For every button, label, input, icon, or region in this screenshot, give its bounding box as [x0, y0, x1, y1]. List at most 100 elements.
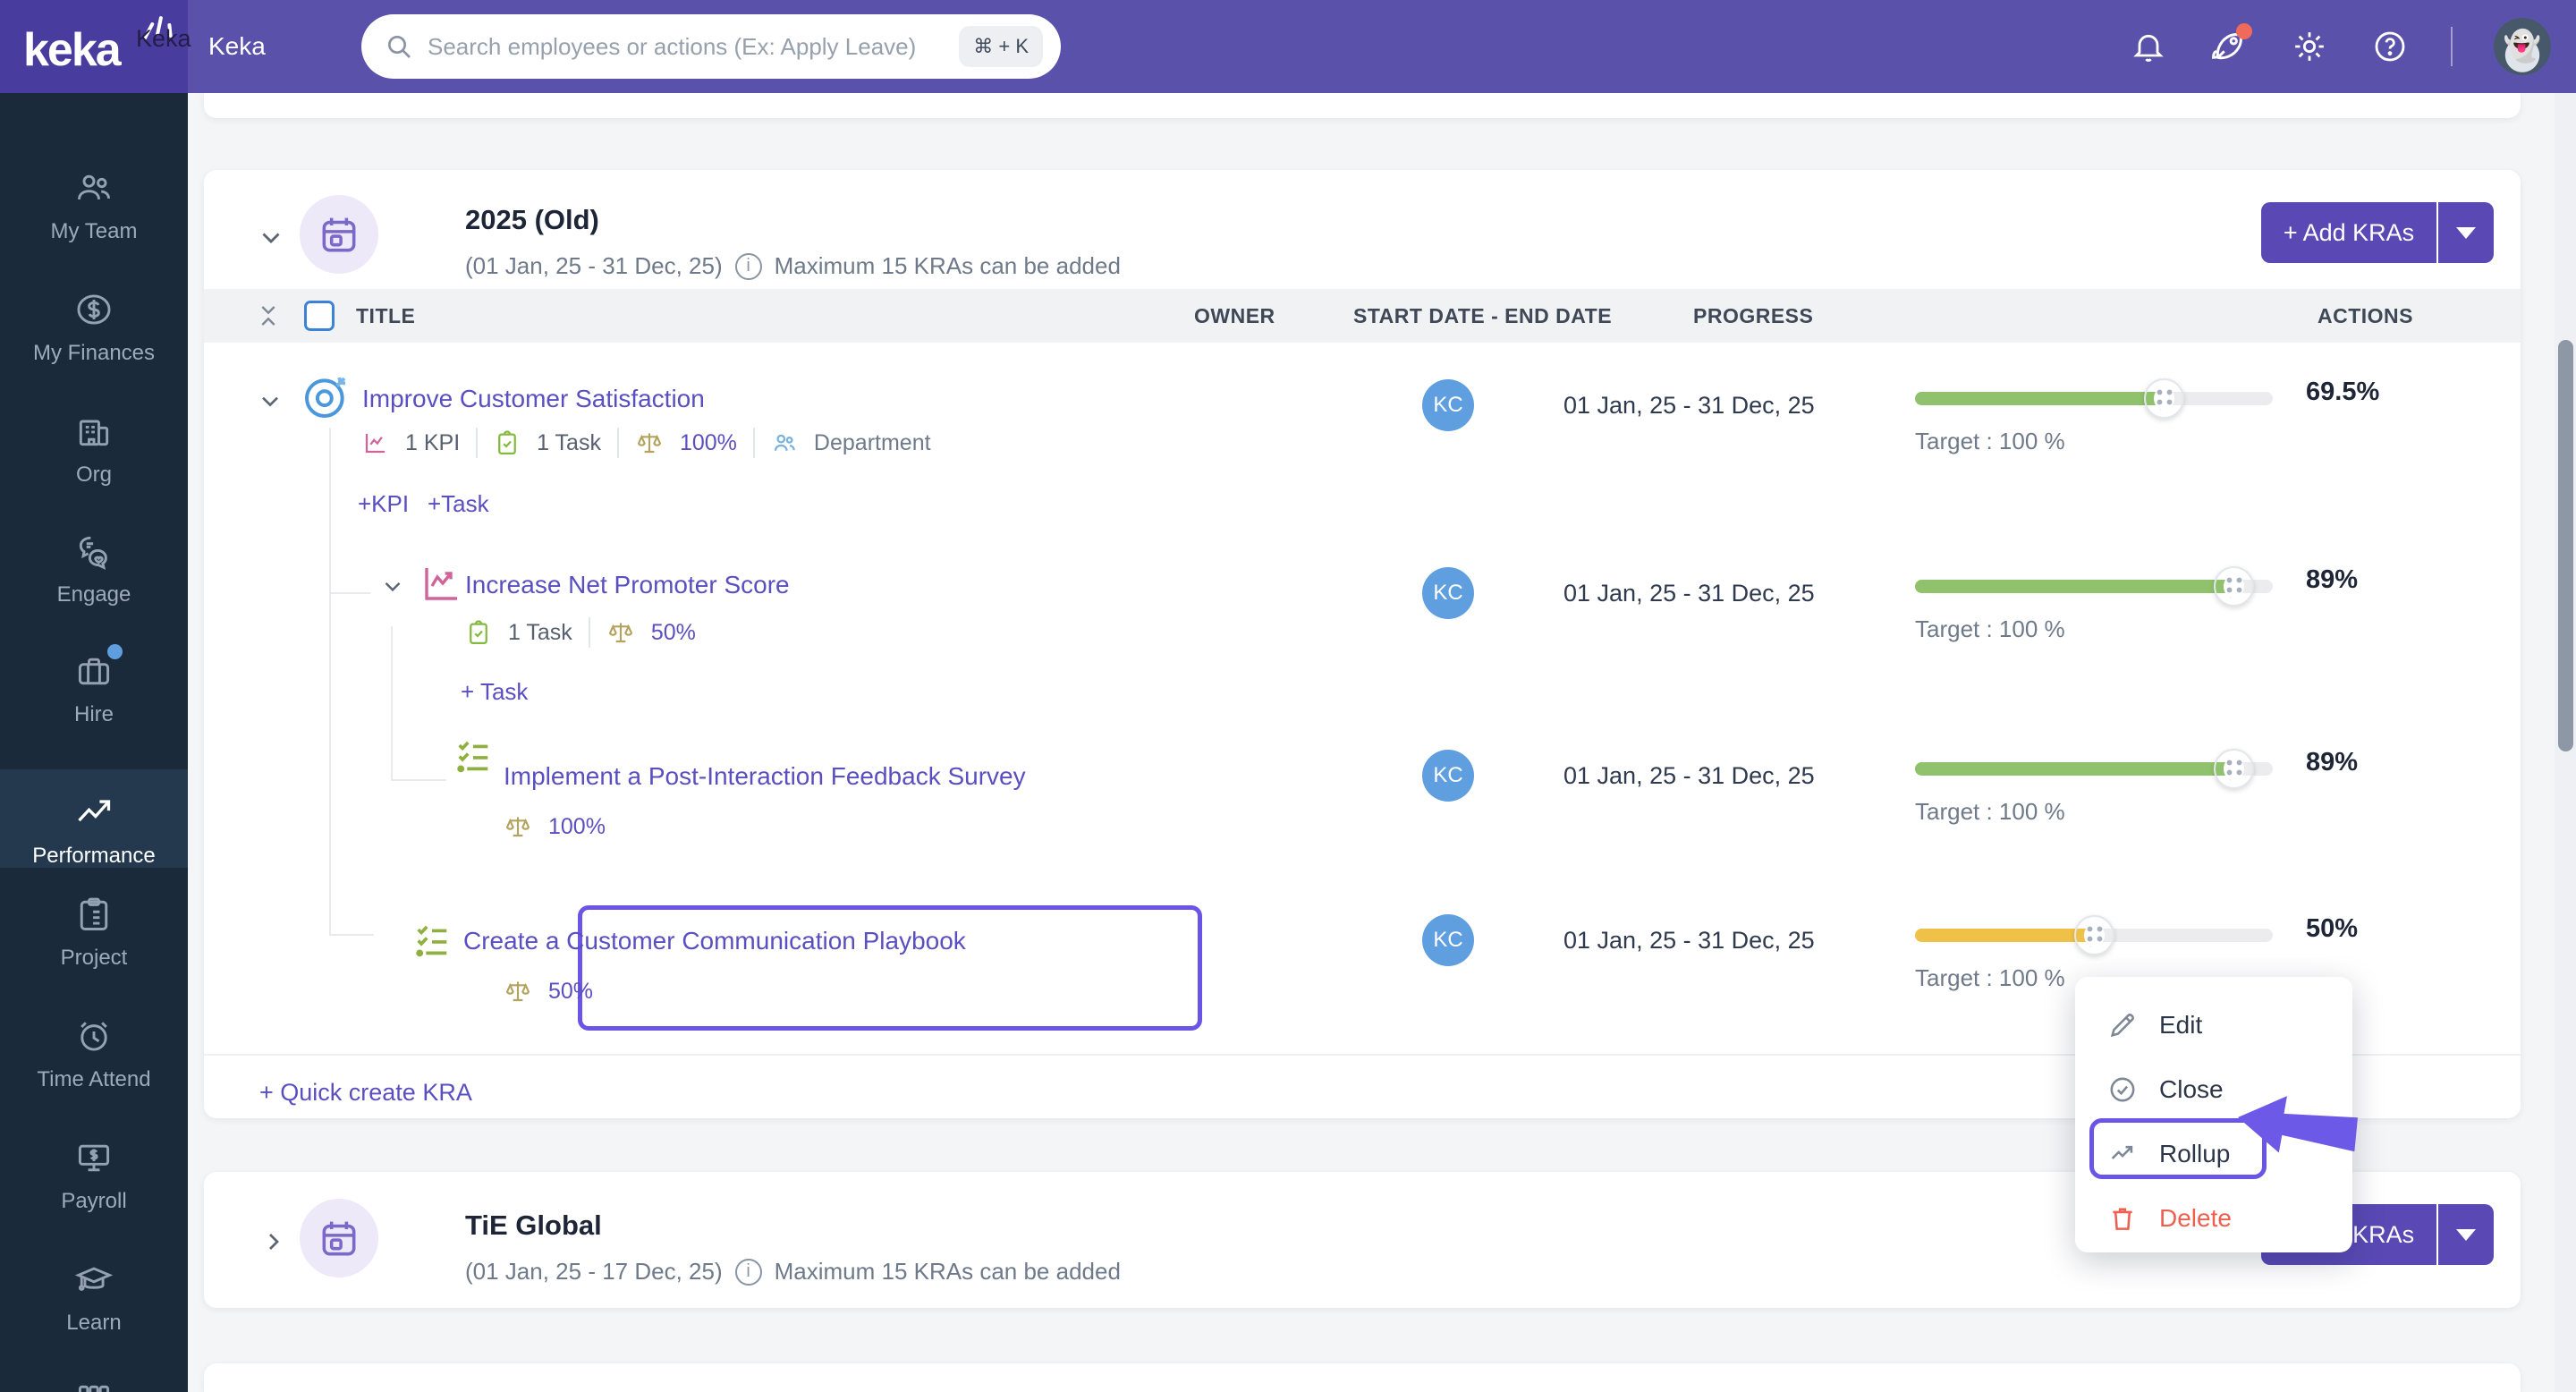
- progress-slider[interactable]: [1915, 566, 2273, 607]
- add-kras-dropdown-button[interactable]: [2436, 202, 2494, 263]
- sidebar-item-my-team[interactable]: My Team: [0, 168, 188, 244]
- kpi-row-meta: 1 Task 50%: [465, 617, 696, 648]
- owner-avatar[interactable]: KC: [1422, 750, 1474, 802]
- notifications-bell-icon[interactable]: [2129, 27, 2168, 66]
- progress-drag-handle[interactable]: [2074, 915, 2114, 955]
- kra-goal-icon: [301, 372, 351, 422]
- cycle-date-range: (01 Jan, 25 - 31 Dec, 25): [465, 252, 723, 279]
- sidebar-item-learn[interactable]: Learn: [0, 1260, 188, 1336]
- owner-avatar[interactable]: KC: [1422, 567, 1474, 619]
- department-people-icon: [774, 434, 795, 451]
- kpi-count: 1 KPI: [405, 429, 461, 455]
- task-row-title[interactable]: Create a Customer Communication Playbook: [463, 927, 966, 955]
- sidebar-item-project[interactable]: Project: [0, 895, 188, 971]
- kra-row-meta: 1 KPI 1 Task 100% Department: [362, 428, 931, 458]
- keka-logo-text: keka: [23, 24, 122, 76]
- sidebar: My Team My Finances Org Engage Hire Perf…: [0, 93, 188, 1392]
- hire-notification-dot: [107, 644, 123, 659]
- column-title: TITLE: [356, 303, 416, 327]
- sidebar-item-hire[interactable]: Hire: [0, 644, 188, 727]
- trash-icon: [2113, 1208, 2132, 1230]
- kpi-chart-icon: [419, 562, 462, 605]
- cycle-title: 2025 (Old): [465, 204, 599, 235]
- owner-avatar[interactable]: KC: [1422, 914, 1474, 966]
- tree-line: [391, 626, 393, 781]
- kpi-row-title[interactable]: Increase Net Promoter Score: [465, 571, 790, 598]
- add-task-link[interactable]: + Task: [461, 678, 529, 705]
- cycle-info-note: Maximum 15 KRAs can be added: [774, 1258, 1121, 1285]
- progress-drag-handle[interactable]: [2214, 566, 2254, 607]
- progress-drag-handle[interactable]: [2144, 378, 2184, 419]
- sidebar-item-org[interactable]: Org: [0, 412, 188, 488]
- column-progress: PROGRESS: [1693, 303, 1814, 327]
- task-clipboard-icon: [470, 620, 487, 644]
- menu-item-close[interactable]: Close: [2075, 1057, 2352, 1122]
- weight-value: 100%: [548, 813, 606, 839]
- info-icon[interactable]: i: [734, 252, 762, 280]
- collapse-all-icon[interactable]: [254, 301, 283, 330]
- search-input[interactable]: [428, 32, 960, 61]
- add-task-link[interactable]: +Task: [428, 490, 489, 517]
- add-kpi-link[interactable]: +KPI: [358, 490, 410, 517]
- progress-slider[interactable]: [1915, 915, 2273, 955]
- quick-create-kra-link[interactable]: + Quick create KRA: [259, 1079, 472, 1106]
- help-icon[interactable]: [2370, 27, 2410, 66]
- cycle-title: TiE Global: [465, 1210, 602, 1241]
- row2-expand-chevron-down-icon[interactable]: [379, 573, 406, 599]
- sidebar-item-payroll[interactable]: Payroll: [0, 1138, 188, 1214]
- task-row-title[interactable]: Implement a Post-Interaction Feedback Su…: [504, 762, 1026, 790]
- previous-card-edge: [204, 93, 2521, 118]
- progress-percent: 89%: [2306, 748, 2359, 777]
- cycle-subtitle: (01 Jan, 25 - 17 Dec, 25) i Maximum 15 K…: [465, 1258, 1121, 1286]
- keka-logo[interactable]: keka Keka: [0, 0, 191, 93]
- whats-new-rocket-icon[interactable]: [2209, 23, 2252, 66]
- sidebar-item-my-finances[interactable]: My Finances: [0, 290, 188, 366]
- progress-slider[interactable]: [1915, 749, 2273, 789]
- kra-row-title[interactable]: Improve Customer Satisfaction: [362, 385, 705, 412]
- row1-expand-chevron-down-icon[interactable]: [256, 386, 284, 415]
- sidebar-item-time-attend[interactable]: Time Attend: [0, 1016, 188, 1092]
- sidebar-item-apps[interactable]: Apps: [0, 1379, 188, 1392]
- progress-slider[interactable]: [1915, 378, 2273, 419]
- add-kras-button[interactable]: + Add KRAs: [2261, 202, 2436, 263]
- hire-icon: [74, 644, 123, 691]
- select-all-checkbox[interactable]: [304, 301, 335, 331]
- cycle-info-note: Maximum 15 KRAs can be added: [774, 252, 1121, 279]
- card-divider: [204, 1054, 2521, 1056]
- menu-item-edit[interactable]: Edit: [2075, 993, 2352, 1057]
- menu-item-rollup[interactable]: Rollup: [2075, 1122, 2352, 1186]
- progress-drag-handle[interactable]: [2214, 749, 2254, 789]
- search-icon: [388, 36, 411, 58]
- column-owner: OWNER: [1194, 303, 1275, 327]
- cycle-subtitle: (01 Jan, 25 - 31 Dec, 25) i Maximum 15 K…: [465, 252, 1121, 280]
- add-kras-dropdown-button[interactable]: [2436, 1204, 2494, 1265]
- task-count: 1 Task: [508, 619, 572, 645]
- menu-item-delete[interactable]: Delete: [2075, 1186, 2352, 1251]
- settings-gear-icon[interactable]: [2290, 27, 2329, 66]
- column-dates: START DATE - END DATE: [1353, 303, 1613, 327]
- sidebar-item-performance[interactable]: Performance: [0, 769, 188, 868]
- kpi-chart-icon: [365, 434, 385, 454]
- page-scrollbar-thumb[interactable]: [2558, 340, 2573, 751]
- top-bar: keka Keka Keka ⌘ + K 👻: [0, 0, 2576, 93]
- info-icon[interactable]: i: [734, 1258, 762, 1286]
- progress-target: Target : 100 %: [1915, 964, 2065, 991]
- org-icon: [74, 412, 114, 451]
- sidebar-item-engage[interactable]: Engage: [0, 531, 188, 607]
- global-search[interactable]: ⌘ + K: [361, 14, 1061, 79]
- task-count: 1 Task: [537, 429, 601, 455]
- row-dates: 01 Jan, 25 - 31 Dec, 25: [1563, 392, 1815, 419]
- expand-cycle-chevron-right-icon[interactable]: [259, 1227, 288, 1256]
- user-avatar[interactable]: 👻: [2494, 18, 2551, 75]
- owner-avatar[interactable]: KC: [1422, 379, 1474, 431]
- progress-percent: 50%: [2306, 914, 2359, 943]
- finances-icon: [74, 290, 114, 329]
- task-checklist-icon: [411, 920, 453, 961]
- cycle-calendar-icon: [300, 195, 378, 274]
- keka-logo-overlay-label: Keka: [136, 25, 191, 52]
- task-row-meta: 100%: [504, 812, 606, 841]
- collapse-cycle-chevron-down-icon[interactable]: [256, 222, 286, 252]
- learn-icon: [74, 1260, 114, 1299]
- app-name: Keka: [208, 32, 266, 60]
